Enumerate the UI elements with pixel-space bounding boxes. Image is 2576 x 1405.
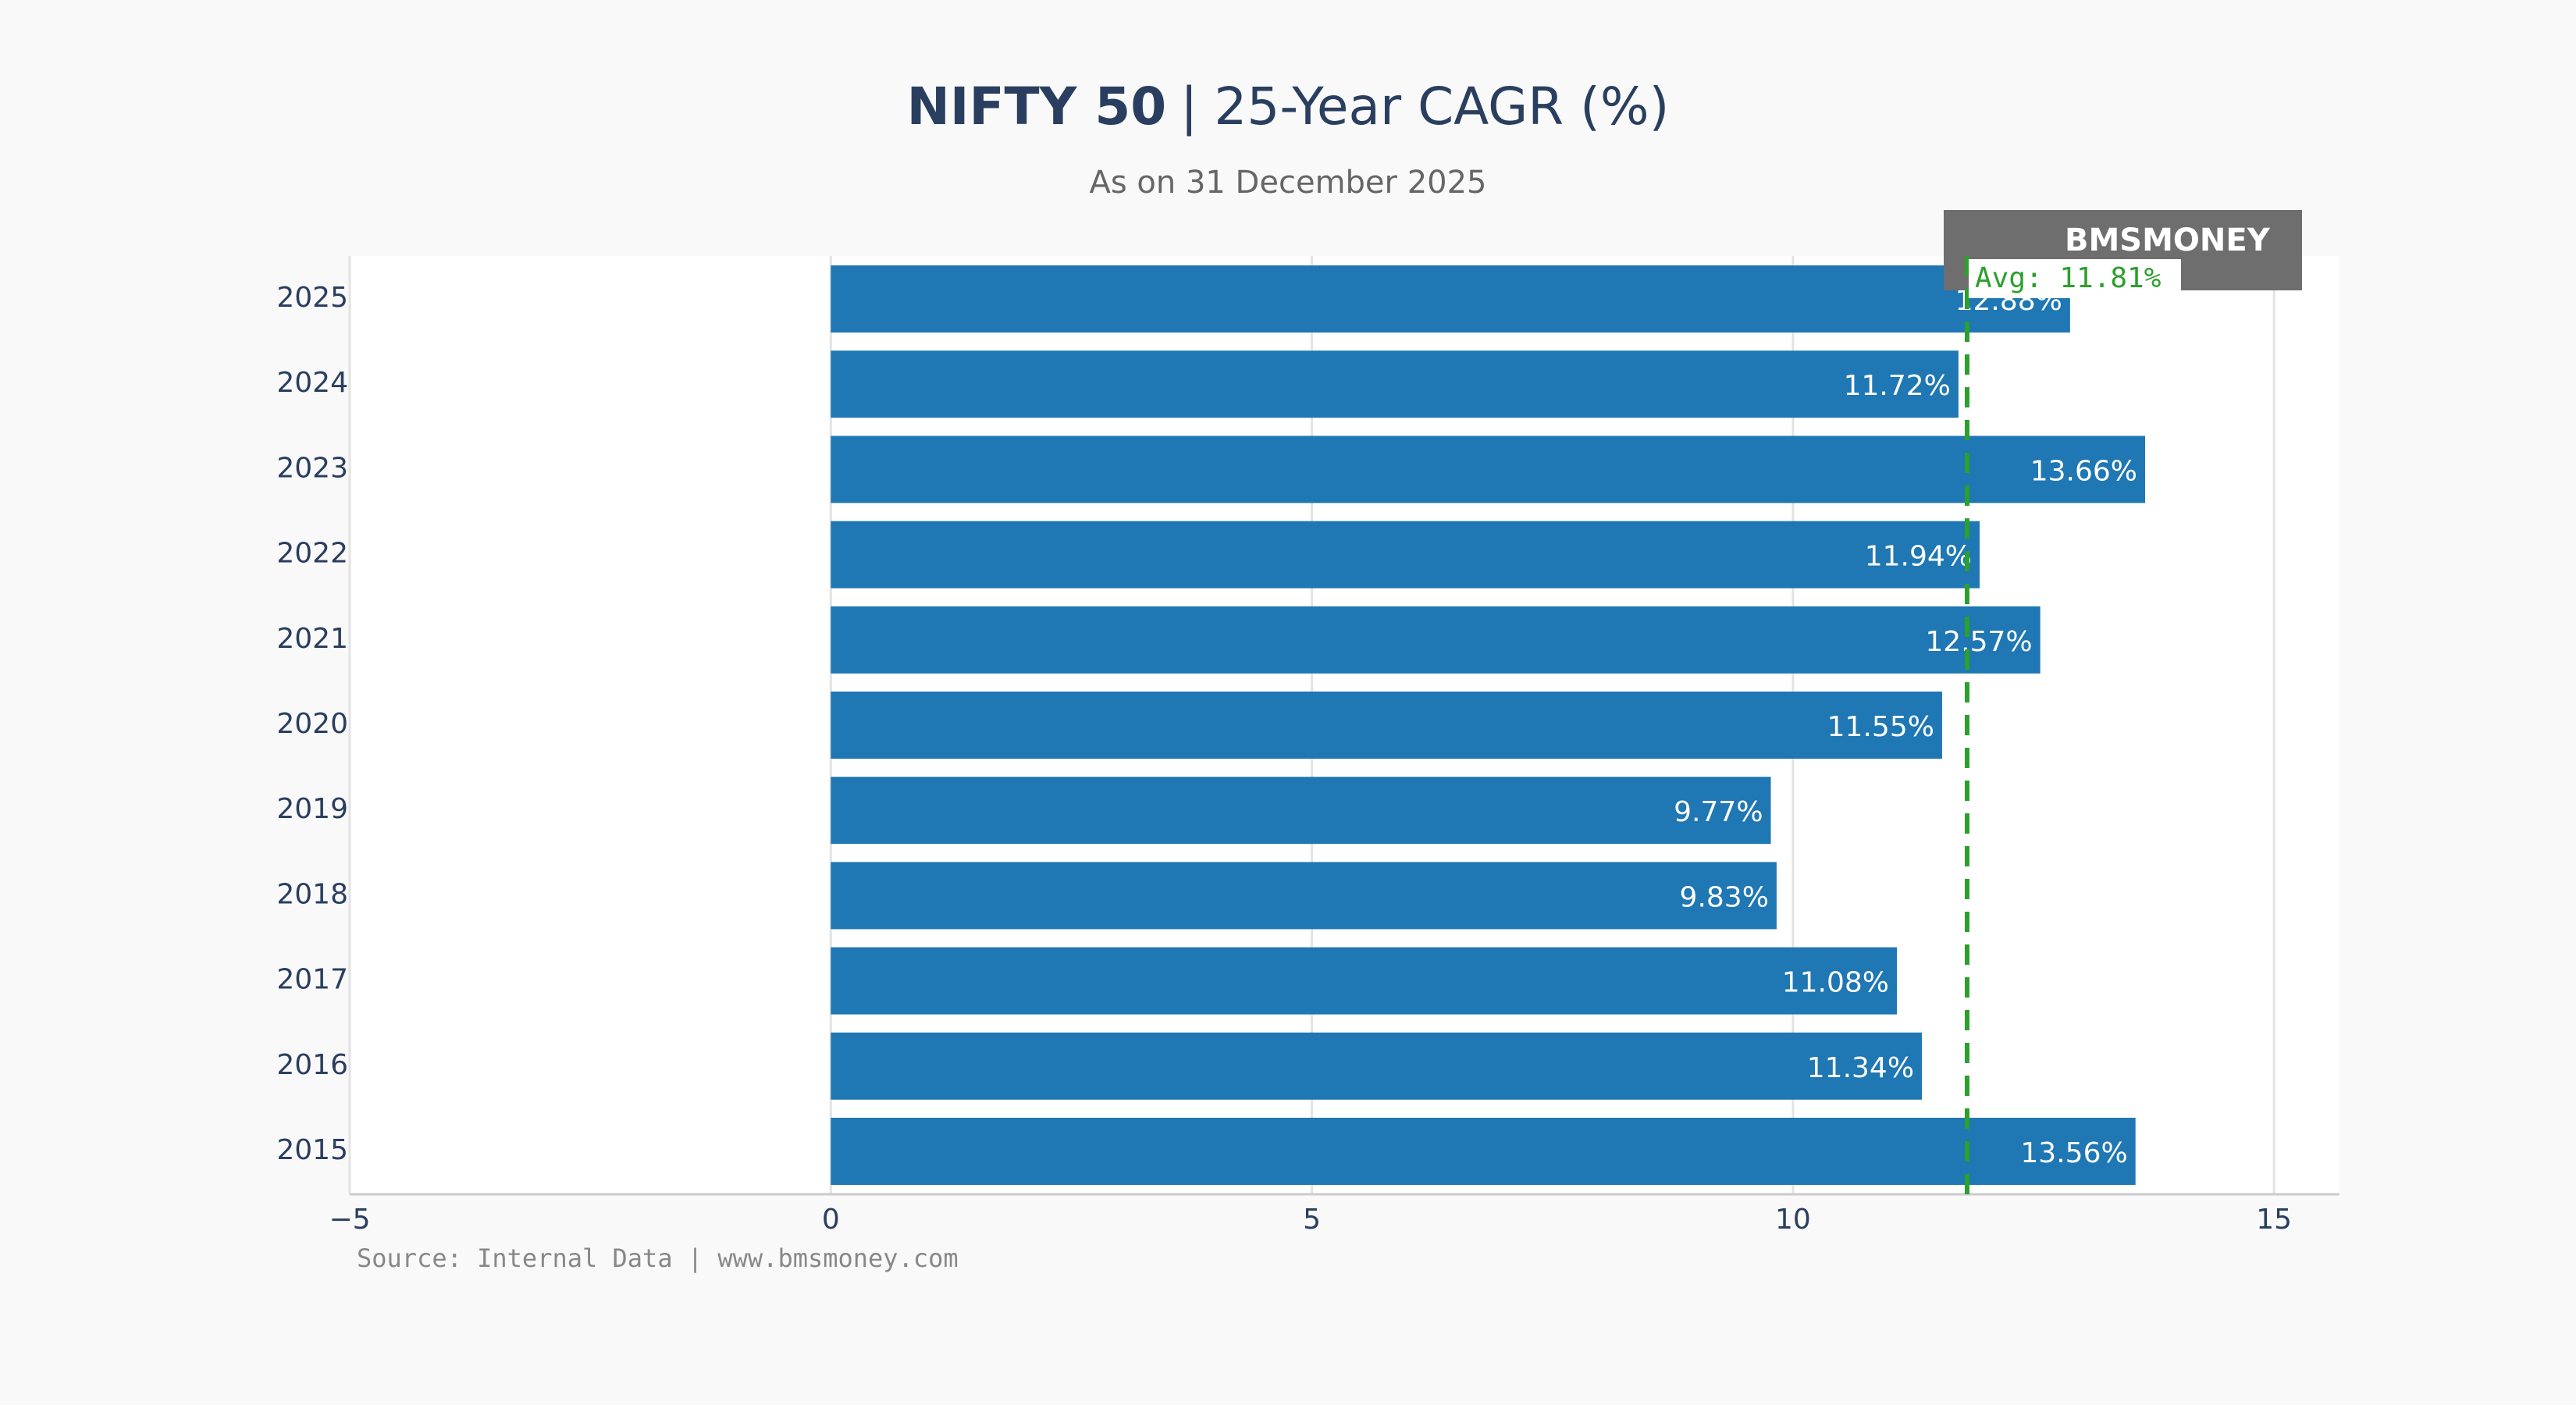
y-tick-label: 2024 xyxy=(276,367,348,399)
bar xyxy=(831,1118,2136,1185)
value-label: 9.77% xyxy=(1674,796,1763,828)
y-tick-label: 2016 xyxy=(276,1049,348,1081)
bar xyxy=(831,1032,1923,1100)
y-tick-label: 2021 xyxy=(276,623,348,655)
y-tick-label: 2025 xyxy=(276,282,348,314)
bar xyxy=(831,862,1777,930)
bar xyxy=(831,692,1942,759)
average-label: Avg: 11.81% xyxy=(1975,262,2161,294)
y-tick-label: 2020 xyxy=(276,708,348,740)
y-tick-label: 2017 xyxy=(276,964,348,996)
chart-subtitle: As on 31 December 2025 xyxy=(1089,165,1486,201)
bar xyxy=(831,350,1959,418)
bar xyxy=(831,606,2041,674)
chart-title: NIFTY 50 | 25-Year CAGR (%) xyxy=(907,76,1670,137)
value-label: 9.83% xyxy=(1680,881,1769,913)
y-tick-label: 2022 xyxy=(276,538,348,570)
x-tick-label: 5 xyxy=(1303,1204,1321,1236)
bar xyxy=(831,521,1980,589)
value-label: 13.56% xyxy=(2020,1137,2127,1169)
source-note: Source: Internal Data | www.bmsmoney.com xyxy=(357,1243,959,1273)
value-label: 11.94% xyxy=(1865,541,1972,573)
value-label: 13.66% xyxy=(2030,455,2137,487)
bar xyxy=(831,265,2070,333)
x-tick-label: 15 xyxy=(2256,1204,2292,1236)
y-tick-label: 2015 xyxy=(276,1134,348,1166)
y-tick-label: 2019 xyxy=(276,793,348,825)
y-tick-label: 2018 xyxy=(276,878,348,910)
x-tick-label: 10 xyxy=(1775,1204,1811,1236)
value-label: 11.55% xyxy=(1827,711,1934,743)
value-label: 11.72% xyxy=(1844,370,1951,402)
bar xyxy=(831,777,1771,845)
value-label: 12.57% xyxy=(1925,626,2032,658)
chart-title-main: NIFTY 50 xyxy=(907,76,1167,137)
value-label: 11.08% xyxy=(1782,967,1889,999)
chart-title-suffix: | 25-Year CAGR (%) xyxy=(1180,76,1669,137)
bar xyxy=(831,947,1898,1015)
logo-text: BMSMONEY xyxy=(2065,222,2271,258)
x-tick-label: −5 xyxy=(329,1204,370,1236)
y-tick-label: 2023 xyxy=(276,452,348,484)
value-label: 11.34% xyxy=(1807,1052,1914,1084)
average-label-bg xyxy=(1968,259,2181,298)
x-tick-label: 0 xyxy=(822,1204,840,1236)
bar xyxy=(831,436,2146,503)
